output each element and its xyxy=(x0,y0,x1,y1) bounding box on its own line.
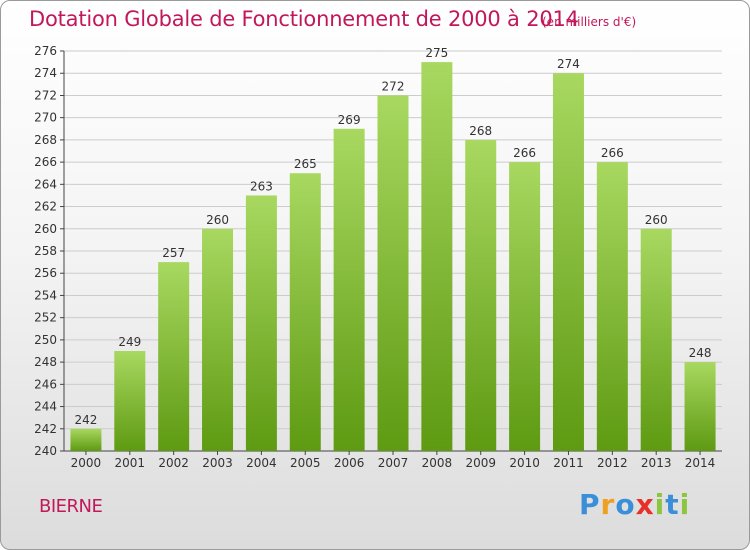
data-label-2011: 274 xyxy=(557,57,580,71)
data-label-2008: 275 xyxy=(425,46,448,60)
data-label-2014: 248 xyxy=(689,346,712,360)
commune-name: BIERNE xyxy=(39,496,103,517)
bar-2003 xyxy=(202,228,234,451)
data-label-2010: 266 xyxy=(513,146,536,160)
x-tick-label-2006: 2006 xyxy=(334,456,365,470)
y-tick-label: 252 xyxy=(34,311,57,325)
y-tick-label: 242 xyxy=(34,422,57,436)
bar-2004 xyxy=(245,195,277,451)
x-tick-label-2001: 2001 xyxy=(115,456,146,470)
data-label-2002: 257 xyxy=(162,246,185,260)
logo-letter: o xyxy=(615,488,636,521)
data-label-2001: 249 xyxy=(118,335,141,349)
y-tick-label: 262 xyxy=(34,200,57,214)
bar-2006 xyxy=(333,128,365,451)
proxiti-logo: Proxiti xyxy=(579,488,690,521)
x-tick-label-2011: 2011 xyxy=(553,456,584,470)
y-tick-label: 264 xyxy=(34,177,57,191)
logo-letter: r xyxy=(600,488,616,521)
data-label-2003: 260 xyxy=(206,213,229,227)
logo-letter: P xyxy=(579,488,601,521)
y-tick-label: 266 xyxy=(34,155,57,169)
y-tick-label: 254 xyxy=(34,288,57,302)
y-tick-label: 256 xyxy=(34,266,57,280)
y-tick-label: 244 xyxy=(34,400,57,414)
x-tick-label-2004: 2004 xyxy=(246,456,277,470)
x-tick-label-2014: 2014 xyxy=(685,456,716,470)
data-label-2006: 269 xyxy=(338,113,361,127)
x-tick-label-2005: 2005 xyxy=(290,456,321,470)
y-tick-label: 272 xyxy=(34,88,57,102)
x-tick-label-2008: 2008 xyxy=(422,456,453,470)
axes: 240 242 244 246 248 250 252 254 256 258 260 262 264 2… xyxy=(34,44,722,470)
logo-letter: i xyxy=(654,488,666,521)
x-tick-label-2007: 2007 xyxy=(378,456,409,470)
y-tick-label: 260 xyxy=(34,222,57,236)
y-tick-label: 246 xyxy=(34,377,57,391)
chart-unit: (en milliers d'€) xyxy=(542,15,637,29)
bar-2000 xyxy=(70,428,102,451)
y-tick-label: 258 xyxy=(34,244,57,258)
bar-2007 xyxy=(377,95,409,451)
bar-2014 xyxy=(684,362,716,451)
bar-2008 xyxy=(421,62,453,451)
data-labels: 242 249 257 260 263 265 269 272 275 268 266 274 266 2… xyxy=(74,46,711,427)
bar-2001 xyxy=(114,351,146,451)
bar-2005 xyxy=(289,173,321,451)
y-tick-label: 250 xyxy=(34,333,57,347)
x-tick-label-2000: 2000 xyxy=(71,456,102,470)
data-label-2009: 268 xyxy=(469,124,492,138)
data-label-2007: 272 xyxy=(382,79,405,93)
x-tick-label-2002: 2002 xyxy=(158,456,189,470)
logo-letter: i xyxy=(679,488,691,521)
bar-2013 xyxy=(640,228,672,451)
x-tick-label-2009: 2009 xyxy=(465,456,496,470)
bar-2012 xyxy=(596,162,628,451)
y-tick-label: 248 xyxy=(34,355,57,369)
data-label-2000: 242 xyxy=(74,413,97,427)
bars xyxy=(70,62,716,451)
y-tick-label: 276 xyxy=(34,44,57,58)
y-tick-label: 270 xyxy=(34,111,57,125)
x-tick-label-2012: 2012 xyxy=(597,456,628,470)
data-label-2004: 263 xyxy=(250,179,273,193)
x-tick-label-2003: 2003 xyxy=(202,456,233,470)
data-label-2012: 266 xyxy=(601,146,624,160)
bar-2011 xyxy=(552,73,584,451)
logo-letter: x xyxy=(635,488,655,521)
y-tick-label: 274 xyxy=(34,66,57,80)
chart-title: Dotation Globale de Fonctionnement de 20… xyxy=(29,7,579,31)
data-label-2013: 260 xyxy=(645,213,668,227)
y-tick-label: 268 xyxy=(34,133,57,147)
y-tick-label: 240 xyxy=(34,444,57,458)
data-label-2005: 265 xyxy=(294,157,317,171)
x-tick-label-2010: 2010 xyxy=(509,456,540,470)
bar-2009 xyxy=(465,139,497,451)
bar-2010 xyxy=(509,162,541,451)
logo-letter: t xyxy=(665,488,680,521)
x-tick-label-2013: 2013 xyxy=(641,456,672,470)
bar-2002 xyxy=(158,262,190,451)
